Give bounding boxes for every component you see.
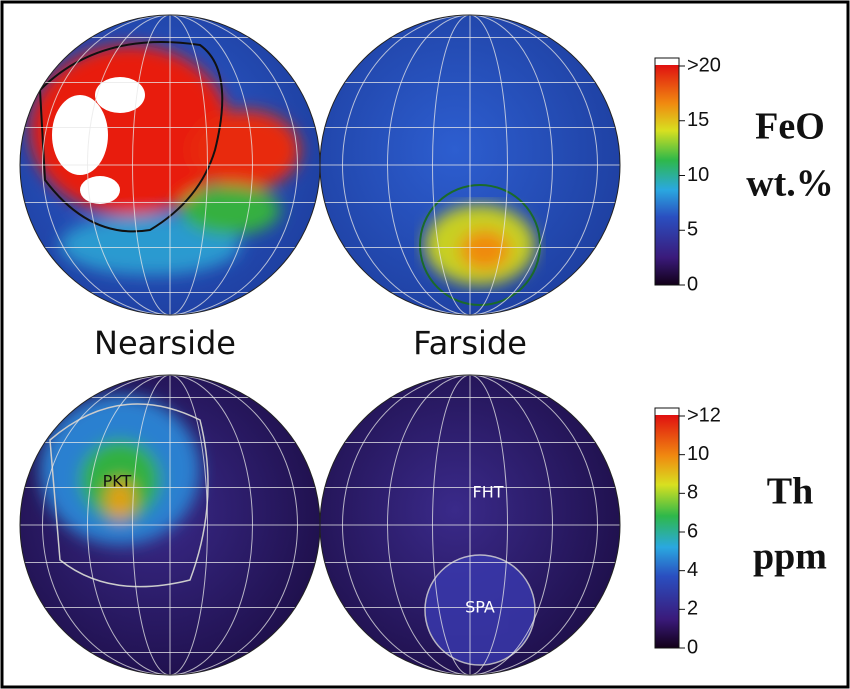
tick-label: 15 — [687, 109, 709, 131]
globe-outline — [319, 14, 621, 316]
tick-label: >20 — [687, 54, 721, 76]
tick-label: 6 — [687, 520, 698, 542]
tick-label: 10 — [687, 443, 709, 465]
colorbar-title: Th — [767, 471, 813, 513]
tick-label: >12 — [687, 404, 721, 426]
region-label: PKT — [103, 472, 132, 491]
colorbar — [654, 407, 680, 649]
region-label: FHT — [472, 483, 503, 502]
nearside-label: Nearside — [94, 324, 236, 362]
farside-label: Farside — [413, 324, 527, 362]
tick-label: 0 — [687, 636, 698, 658]
tick-label: 10 — [687, 164, 709, 186]
colorbar-title: ppm — [753, 536, 827, 578]
tick-label: 5 — [687, 219, 698, 241]
tick-label: 2 — [687, 598, 698, 620]
tick-label: 8 — [687, 482, 698, 504]
tick-label: 4 — [687, 559, 698, 581]
colorbar-title: FeO — [755, 106, 825, 148]
graticule — [19, 14, 621, 676]
colorbar — [654, 57, 680, 286]
globe-outline — [319, 374, 621, 676]
tick-label: 0 — [687, 273, 698, 295]
colorbar-title: wt.% — [746, 163, 834, 205]
region-label: SPA — [465, 598, 495, 617]
